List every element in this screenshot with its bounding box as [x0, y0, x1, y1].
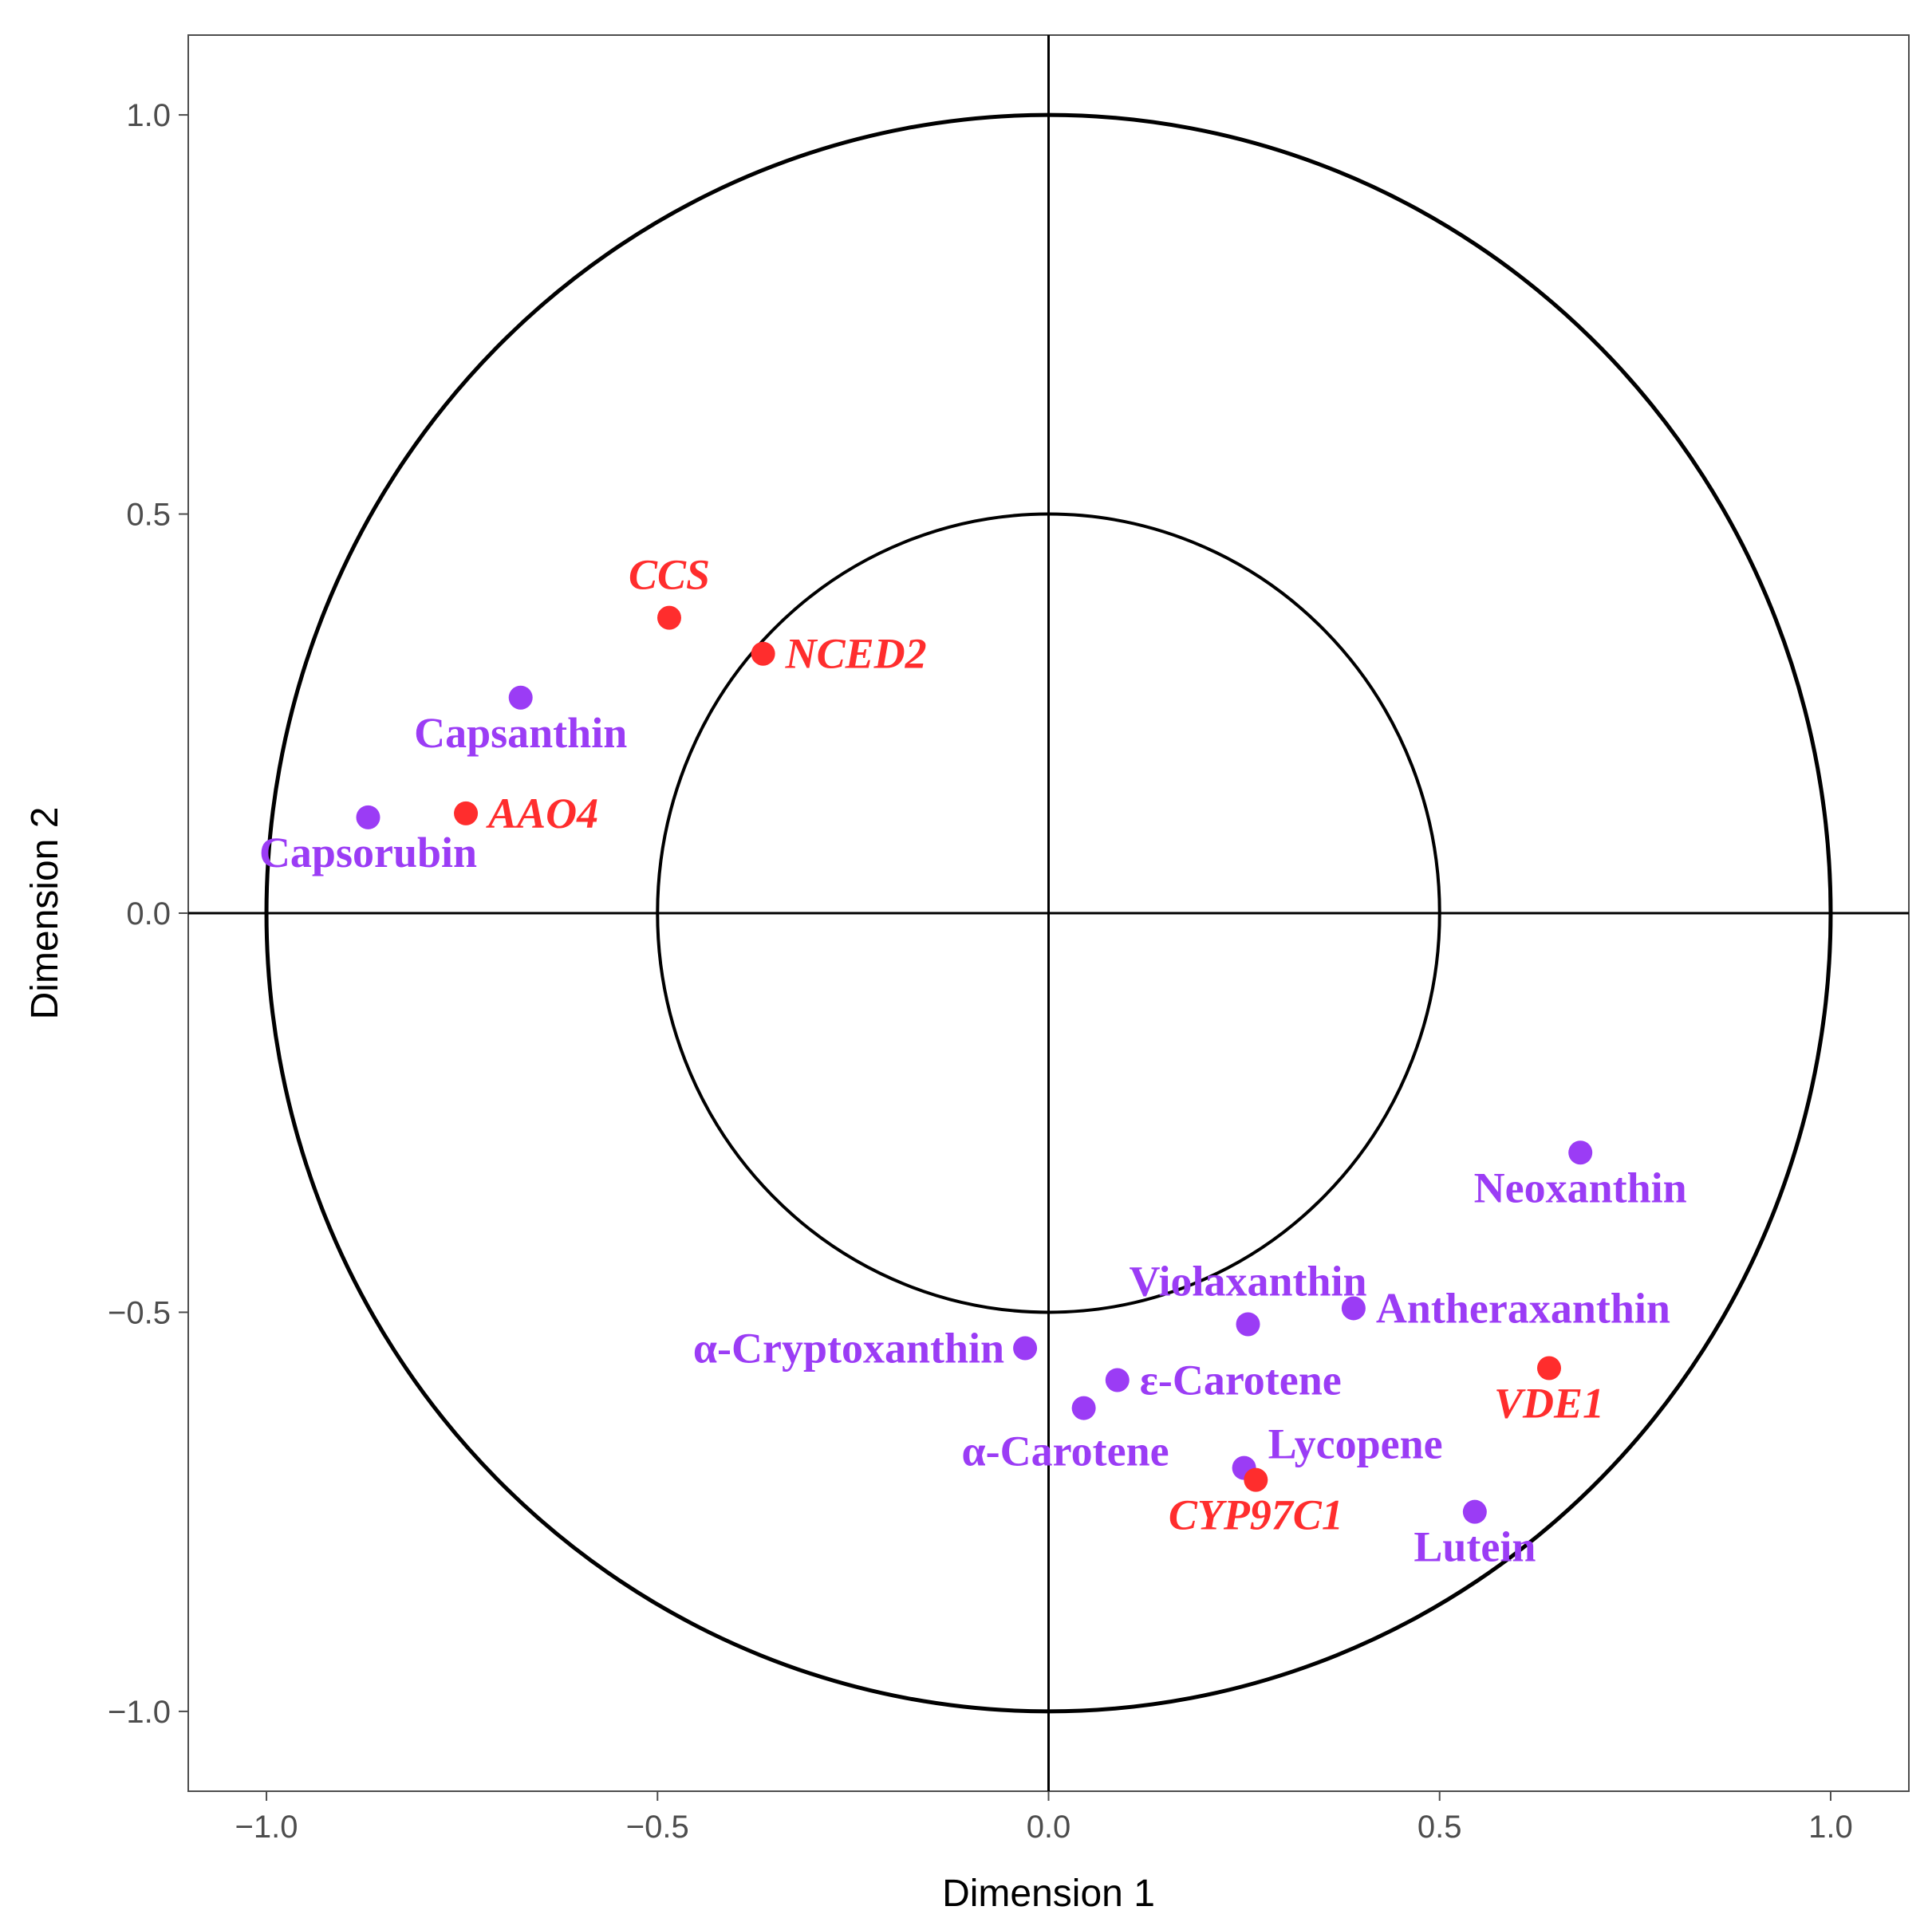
y-tick-label: 0.5: [126, 498, 171, 533]
data-point: [751, 641, 775, 666]
x-axis-title: Dimension 1: [942, 1873, 1155, 1915]
point-label: Neoxanthin: [1474, 1164, 1687, 1211]
data-point: [1536, 1356, 1561, 1380]
point-label: NCED2: [785, 630, 927, 678]
data-point: [1568, 1140, 1593, 1165]
data-point: [356, 805, 380, 829]
data-point: [656, 605, 681, 630]
point-label: Capsorubin: [259, 829, 477, 876]
x-tick-label: −1.0: [235, 1810, 298, 1845]
y-axis-ticks: −1.0 −0.5 0.0 0.5 1.0: [108, 98, 188, 1730]
data-point: [1071, 1396, 1096, 1420]
point-label: AAO4: [486, 790, 598, 837]
data-point: [1236, 1312, 1260, 1337]
point-label: Lycopene: [1268, 1420, 1443, 1468]
point-label: VDE1: [1494, 1380, 1604, 1428]
point-label: α-Carotene: [962, 1428, 1169, 1475]
point-label: ε-Carotene: [1140, 1357, 1342, 1404]
x-tick-label: 0.0: [1027, 1810, 1071, 1845]
data-point: [1462, 1499, 1487, 1524]
reference-lines: [188, 35, 1909, 1791]
data-point: [1341, 1296, 1366, 1321]
data-points: [356, 605, 1593, 1524]
data-point: [1013, 1336, 1038, 1361]
point-label: Violaxanthin: [1129, 1257, 1366, 1305]
y-tick-label: 1.0: [126, 98, 171, 133]
point-label: Antheraxanthin: [1376, 1284, 1670, 1332]
x-tick-label: 0.5: [1417, 1810, 1462, 1845]
point-label: CCS: [629, 551, 710, 599]
y-tick-label: −0.5: [108, 1295, 171, 1330]
point-label: Capsanthin: [414, 709, 627, 757]
x-tick-label: 1.0: [1808, 1810, 1853, 1845]
x-axis-ticks: −1.0 −0.5 0.0 0.5 1.0: [235, 1791, 1853, 1845]
y-axis-title: Dimension 2: [24, 807, 66, 1020]
point-label: CYP97C1: [1169, 1491, 1343, 1539]
point-label: Lutein: [1414, 1523, 1536, 1571]
data-point: [508, 685, 533, 710]
y-tick-label: 0.0: [126, 896, 171, 931]
data-point: [1244, 1467, 1268, 1492]
data-point: [1105, 1368, 1130, 1392]
y-tick-label: −1.0: [108, 1695, 171, 1730]
x-tick-label: −0.5: [626, 1810, 689, 1845]
data-point: [454, 801, 479, 825]
point-label: α-Cryptoxanthin: [693, 1324, 1004, 1372]
